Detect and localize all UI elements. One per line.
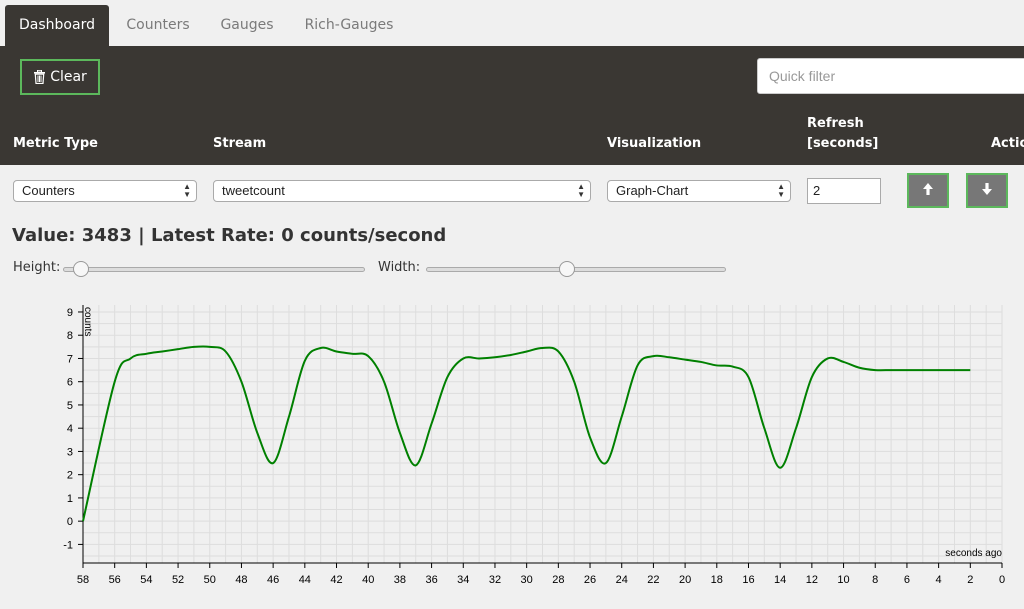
x-tick-label: 42 [330,574,342,586]
move-up-button[interactable] [907,173,949,208]
y-tick-label: 4 [67,423,73,435]
x-tick-label: 6 [904,574,910,586]
tab-rich-gauges[interactable]: Rich-Gauges [304,17,394,33]
y-tick-label: 9 [67,307,73,319]
x-tick-label: 58 [77,574,89,586]
x-tick-label: 0 [999,574,1005,586]
metric-type-select[interactable]: Counters ▲ ▼ [13,180,197,202]
tab-counters[interactable]: Counters [126,17,190,33]
table-header: Metric Type Stream Visualization Refresh… [0,107,1024,165]
trash-icon [33,70,46,84]
x-axis-label: seconds ago [945,548,1002,559]
tab-dashboard[interactable]: Dashboard [5,5,109,46]
x-tick-label: 50 [204,574,216,586]
x-tick-label: 44 [299,574,311,586]
header-stream: Stream [213,136,267,151]
x-tick-label: 24 [616,574,628,586]
x-tick-label: 48 [235,574,247,586]
x-tick-label: 38 [394,574,406,586]
x-tick-label: 32 [489,574,501,586]
arrow-up-icon [922,181,934,200]
refresh-input[interactable]: 2 [807,178,881,204]
quick-filter-input[interactable]: Quick filter [757,58,1024,94]
height-label: Height: [13,260,61,275]
select-arrows-icon: ▲ ▼ [777,182,785,199]
tab-bar: Dashboard Counters Gauges Rich-Gauges [0,0,1024,46]
width-slider-track[interactable] [426,267,726,272]
x-tick-label: 4 [936,574,942,586]
clear-button[interactable]: Clear [20,59,100,95]
visualization-value: Graph-Chart [616,183,689,198]
header-visualization: Visualization [607,136,702,151]
x-tick-label: 2 [967,574,973,586]
x-tick-label: 18 [711,574,723,586]
width-label: Width: [378,260,421,275]
x-tick-label: 12 [806,574,818,586]
x-tick-label: 28 [552,574,564,586]
y-tick-label: 3 [67,446,73,458]
x-tick-label: 22 [647,574,659,586]
x-tick-label: 8 [872,574,878,586]
visualization-select[interactable]: Graph-Chart ▲ ▼ [607,180,791,202]
y-axis-label: counts [82,307,93,336]
series-line [82,345,971,522]
header-refresh-line1: Refresh [807,116,864,131]
value-status: Value: 3483 | Latest Rate: 0 counts/seco… [12,225,447,246]
x-tick-label: 16 [742,574,754,586]
counts-chart: -1 0 1 2 3 4 5 6 7 8 9 58 56 54 52 50 48 46 44 42 40 38 36 34 32… [0,295,1024,605]
select-arrows-icon: ▲ ▼ [577,182,585,199]
x-tick-label: 26 [584,574,596,586]
y-tick-label: 8 [67,330,73,342]
x-tick-label: 46 [267,574,279,586]
select-arrows-icon: ▲ ▼ [183,182,191,199]
y-tick-label: 0 [67,516,73,528]
header-actions: Actio [991,136,1024,151]
header-refresh: Refresh [seconds] [807,114,878,154]
arrow-down-icon [981,181,993,200]
x-tick-label: 10 [837,574,849,586]
y-tick-label: 1 [67,493,73,505]
height-slider-handle[interactable] [73,261,90,277]
move-down-button[interactable] [966,173,1008,208]
header-metric-type: Metric Type [13,136,98,151]
y-tick-label: 2 [67,470,73,482]
x-tick-label: 54 [140,574,152,586]
x-tick-label: 52 [172,574,184,586]
stream-select[interactable]: tweetcount ▲ ▼ [213,180,591,202]
width-slider-handle[interactable] [559,261,575,277]
height-slider-track[interactable] [63,267,365,272]
metric-type-value: Counters [22,183,75,198]
toolbar: Clear Quick filter [0,46,1024,107]
x-tick-label: 20 [679,574,691,586]
x-tick-label: 14 [774,574,786,586]
clear-label: Clear [50,69,87,85]
y-tick-label: 5 [67,400,73,412]
tab-gauges[interactable]: Gauges [220,17,274,33]
y-tick-label: 6 [67,377,73,389]
table-row: Counters ▲ ▼ tweetcount ▲ ▼ Graph-Chart ▲ ▼… [0,165,1024,213]
x-tick-label: 30 [521,574,533,586]
x-tick-label: 36 [425,574,437,586]
y-tick-label: -1 [63,539,73,551]
stream-value: tweetcount [222,183,285,198]
header-refresh-line2: [seconds] [807,136,879,151]
y-tick-label: 7 [67,353,73,365]
x-tick-label: 56 [109,574,121,586]
x-tick-label: 40 [362,574,374,586]
x-tick-label: 34 [457,574,469,586]
